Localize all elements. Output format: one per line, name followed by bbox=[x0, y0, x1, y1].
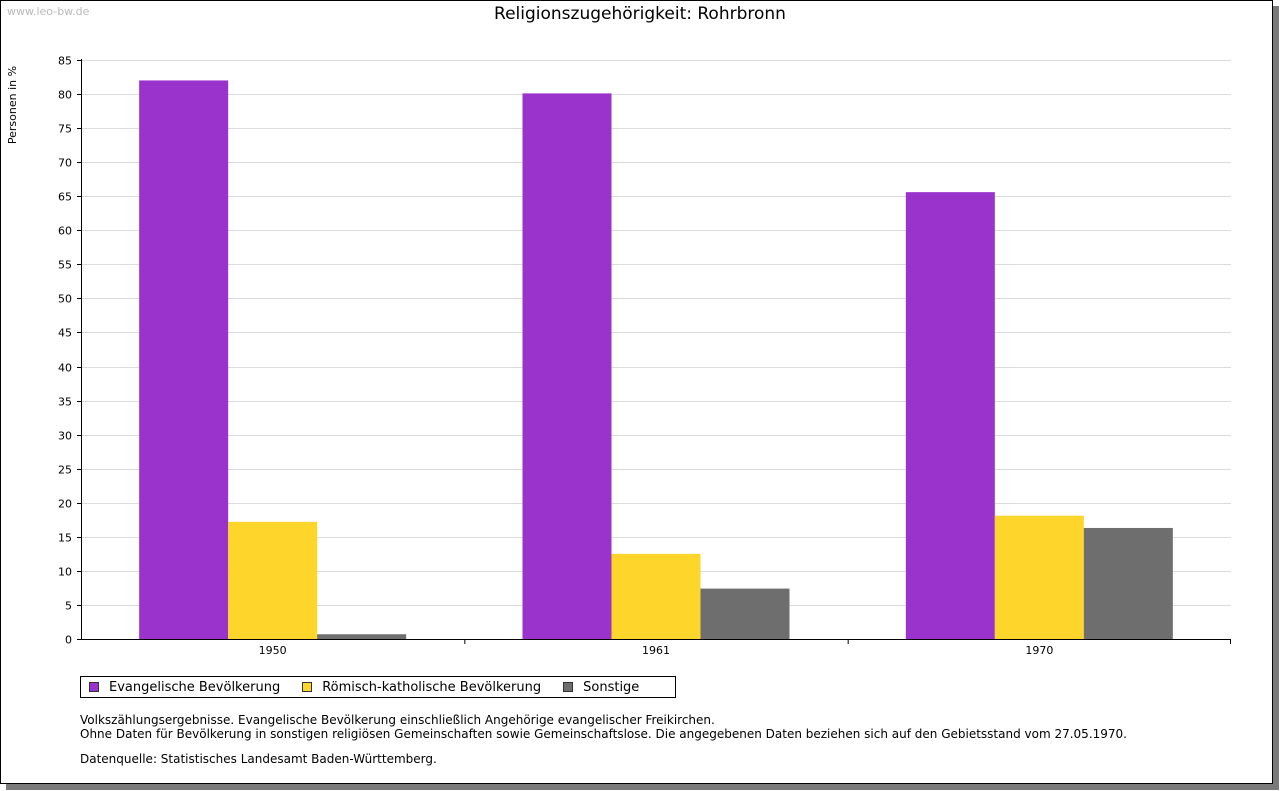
bar-2-1950 bbox=[228, 521, 318, 639]
legend-label: Evangelische Bevölkerung bbox=[109, 679, 281, 695]
y-tick-label: 15 bbox=[58, 532, 72, 545]
y-tick-label: 50 bbox=[58, 293, 72, 306]
bar-chart: 0 5 10 15 20 25 30 35 40 45 50 55 60 65 70 75 80 85 Person… bbox=[6, 55, 1231, 657]
y-axis-label: Personen in % bbox=[6, 66, 19, 144]
legend-swatch bbox=[563, 682, 574, 692]
bar-3-1950 bbox=[317, 634, 407, 639]
bar-3-1970 bbox=[1083, 527, 1173, 639]
y-tick-label: 40 bbox=[58, 362, 72, 375]
legend-item-evangelisch: Evangelische Bevölkerung bbox=[89, 680, 280, 695]
note-line: Volkszählungsergebnisse. Evangelische Be… bbox=[80, 713, 715, 727]
y-tick-label: 75 bbox=[58, 123, 72, 136]
chart-legend: Evangelische Bevölkerung Römisch-katholi… bbox=[80, 676, 676, 698]
legend-swatch bbox=[302, 682, 313, 692]
data-source: Datenquelle: Statistisches Landesamt Bad… bbox=[80, 752, 437, 766]
legend-swatch bbox=[89, 682, 99, 692]
y-tick-label: 55 bbox=[58, 259, 72, 272]
legend-label: Sonstige bbox=[583, 679, 640, 695]
y-tick-label: 5 bbox=[65, 600, 72, 613]
y-tick-label: 85 bbox=[58, 55, 72, 68]
y-tick-label: 60 bbox=[58, 225, 72, 238]
legend-item-katholisch: Römisch-katholische Bevölkerung bbox=[302, 680, 541, 695]
bar-2-1961 bbox=[611, 553, 701, 639]
y-tick-label: 25 bbox=[58, 464, 72, 477]
note-line: Ohne Daten für Bevölkerung in sonstigen … bbox=[80, 727, 1127, 741]
bar-1-1961 bbox=[522, 93, 612, 640]
chart-title: Religionszugehörigkeit: Rohrbronn bbox=[494, 4, 786, 24]
bar-2-1970 bbox=[994, 515, 1084, 639]
y-tick-label: 10 bbox=[58, 566, 72, 579]
y-tick-label: 20 bbox=[58, 498, 72, 511]
y-tick-label: 0 bbox=[65, 634, 72, 647]
y-tick-label: 80 bbox=[58, 89, 72, 102]
x-tick-label: 1950 bbox=[259, 644, 287, 657]
watermark: www.leo-bw.de bbox=[7, 5, 90, 18]
bar-1-1970 bbox=[905, 192, 995, 639]
y-tick-label: 65 bbox=[58, 191, 72, 204]
y-tick-label: 45 bbox=[58, 327, 72, 340]
y-tick-label: 30 bbox=[58, 430, 72, 443]
bar-3-1961 bbox=[700, 588, 790, 639]
x-tick-label: 1970 bbox=[1025, 644, 1053, 657]
bar-1-1950 bbox=[139, 80, 229, 639]
legend-label: Römisch-katholische Bevölkerung bbox=[322, 679, 542, 695]
x-tick-label: 1961 bbox=[642, 644, 670, 657]
chart-notes: Volkszählungsergebnisse. Evangelische Be… bbox=[80, 713, 1127, 741]
y-tick-label: 70 bbox=[58, 157, 72, 170]
legend-item-sonstige: Sonstige bbox=[563, 680, 639, 695]
y-tick-label: 35 bbox=[58, 396, 72, 409]
